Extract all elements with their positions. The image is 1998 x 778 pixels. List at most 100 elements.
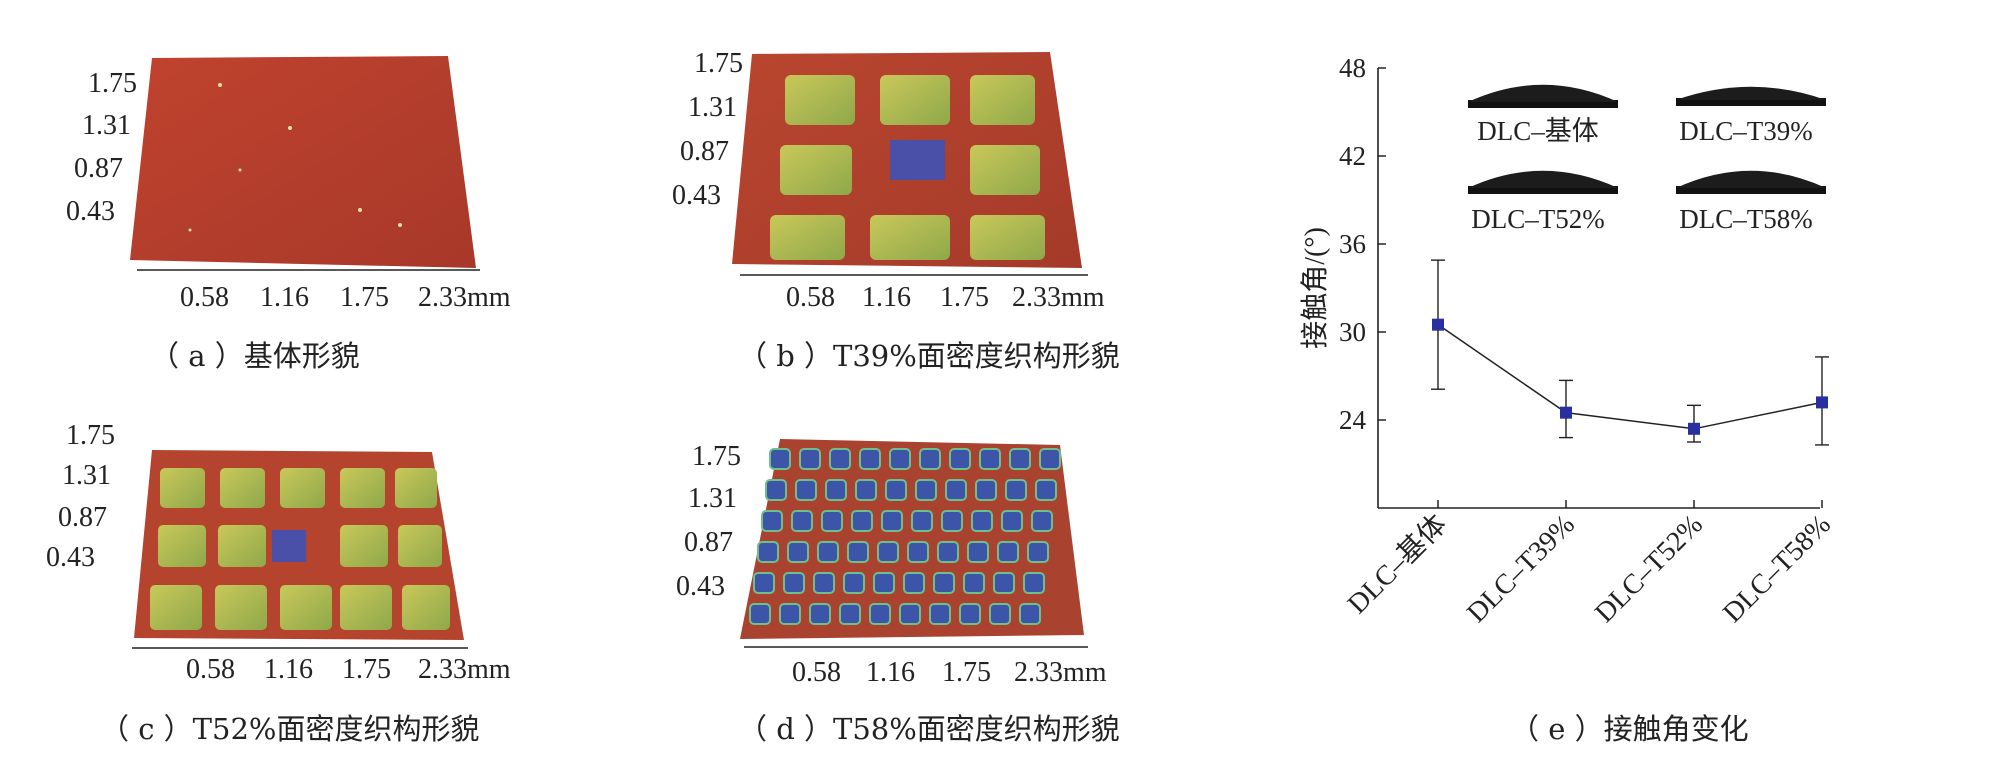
y-tick: 1.75 [692, 441, 741, 472]
x-tick: 0.58 [186, 654, 235, 685]
texture-dimple [769, 448, 791, 470]
texture-dimple [873, 572, 895, 594]
x-tick: 0.58 [786, 282, 835, 313]
texture-dimple [1005, 479, 1027, 501]
caption-e: （ e ）接触角变化 [1510, 712, 1749, 746]
droplet-label: DLC–基体 [1477, 116, 1599, 146]
texture-dimple [929, 603, 951, 625]
texture-dimple [757, 541, 779, 563]
texture-dimple [989, 603, 1011, 625]
texture-dimple [903, 572, 925, 594]
texture-dimple [919, 448, 941, 470]
data-point [1688, 422, 1700, 435]
y-tick-label: 30 [1339, 317, 1366, 347]
x-tick: 0.58 [180, 282, 229, 313]
texture-dimple [753, 572, 775, 594]
texture-dimple [791, 510, 813, 532]
panel-b: 1.75 1.31 0.87 0.43 0.58 1.16 1.75 2.33m… [640, 30, 1180, 360]
droplet-substrate [1468, 186, 1618, 194]
texture-dimple [869, 603, 891, 625]
y-tick-label: 42 [1339, 141, 1366, 171]
panel-a: 1.75 1.31 0.87 0.43 0.58 1.16 1.75 2.33m… [40, 30, 580, 360]
x-tick: 2.33mm [418, 654, 511, 685]
y-tick: 1.31 [688, 92, 737, 123]
texture-dimple [817, 541, 839, 563]
texture-dimple [829, 448, 851, 470]
droplet-label: DLC–T58% [1679, 204, 1812, 234]
texture-dimple [1039, 448, 1061, 470]
y-tick: 1.75 [66, 420, 115, 451]
texture-dimple [787, 541, 809, 563]
x-tick: 2.33mm [1012, 282, 1105, 313]
surface-c [132, 450, 468, 649]
x-tick-label: DLC–T52% [1589, 509, 1709, 629]
texture-dimple [1009, 448, 1031, 470]
y-tick: 1.75 [88, 68, 137, 99]
texture-dimple [885, 479, 907, 501]
texture-dimple [843, 572, 865, 594]
texture-dimple [907, 541, 929, 563]
series-line [1437, 324, 1823, 430]
data-point [1816, 396, 1828, 409]
y-tick: 0.87 [58, 502, 107, 533]
droplet-image [1676, 170, 1826, 188]
x-tick-label: DLC–T39% [1461, 509, 1581, 629]
y-tick: 1.31 [62, 460, 111, 491]
texture-dimple [859, 448, 881, 470]
y-tick: 0.87 [680, 136, 729, 167]
y-tick: 1.31 [688, 483, 737, 514]
surface-b [732, 52, 1088, 276]
data-point [1560, 406, 1572, 419]
caption-d: （ d ）T58%面密度织构形貌 [738, 712, 1120, 746]
texture-dimple [847, 541, 869, 563]
texture-dimple [779, 603, 801, 625]
texture-dimple [749, 603, 771, 625]
y-tick: 1.75 [694, 48, 743, 79]
texture-dimple [937, 541, 959, 563]
texture-dimple [825, 479, 847, 501]
texture-dimple [949, 448, 971, 470]
y-tick: 0.87 [74, 153, 123, 184]
texture-dimple [1031, 510, 1053, 532]
x-tick: 0.58 [792, 657, 841, 688]
texture-dimple [945, 479, 967, 501]
texture-dimple [765, 479, 787, 501]
texture-dimple [963, 572, 985, 594]
texture-dimple [783, 572, 805, 594]
texture-dimple [967, 541, 989, 563]
x-tick-label: DLC–T58% [1717, 509, 1837, 629]
y-tick: 0.43 [46, 542, 95, 573]
texture-dimple [813, 572, 835, 594]
x-tick: 1.16 [264, 654, 313, 685]
droplet-image [1676, 86, 1826, 100]
texture-dimple [851, 510, 873, 532]
droplet-substrate [1676, 98, 1826, 106]
texture-dimple [761, 510, 783, 532]
texture-dimple [975, 479, 997, 501]
y-tick: 0.43 [676, 571, 725, 602]
x-tick: 1.75 [342, 654, 391, 685]
droplet-image [1468, 170, 1618, 188]
substrate-surface [130, 56, 476, 268]
surface-a [130, 56, 480, 271]
x-tick-label: DLC–基体 [1341, 508, 1453, 620]
texture-dimple [899, 603, 921, 625]
data-point [1432, 318, 1444, 331]
texture-dimple [997, 541, 1019, 563]
droplet-substrate [1676, 186, 1826, 194]
y-tick: 0.87 [684, 527, 733, 558]
x-tick: 2.33mm [418, 282, 511, 313]
caption-c: （ c ）T52%面密度织构形貌 [100, 712, 480, 746]
texture-dimple [1023, 572, 1045, 594]
texture-dimple [799, 448, 821, 470]
droplet-label: DLC–T52% [1471, 204, 1604, 234]
texture-dimple [839, 603, 861, 625]
texture-dimple [915, 479, 937, 501]
x-tick: 1.16 [862, 282, 911, 313]
droplet-label: DLC–T39% [1679, 116, 1812, 146]
x-tick: 1.75 [942, 657, 991, 688]
texture-dimple [809, 603, 831, 625]
x-tick: 1.16 [866, 657, 915, 688]
y-tick-label: 36 [1339, 229, 1366, 259]
